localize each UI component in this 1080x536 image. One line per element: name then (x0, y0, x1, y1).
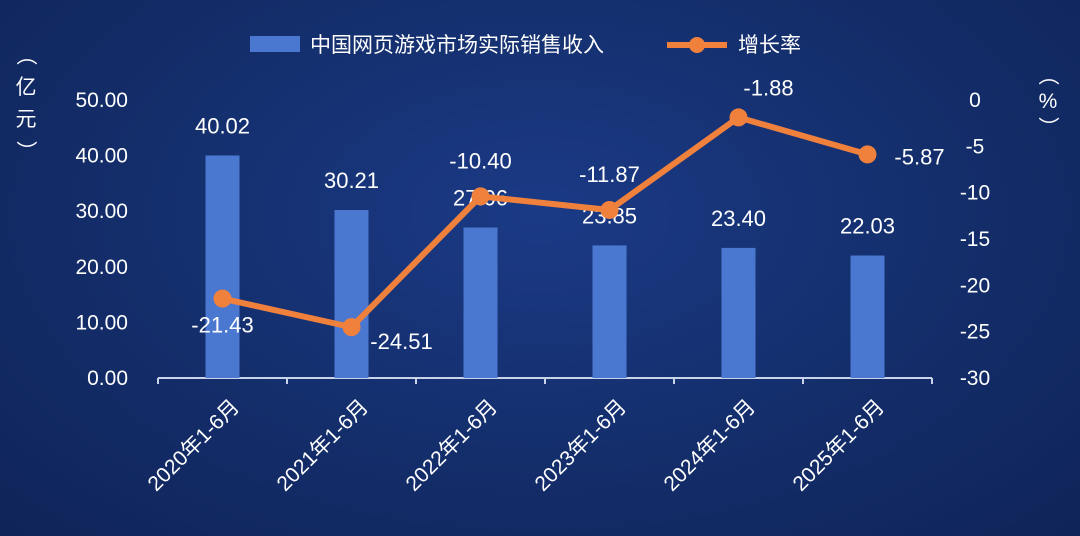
left-tick-label: 30.00 (75, 200, 128, 223)
growth-rate-label: -24.51 (370, 329, 432, 354)
left-axis-title-char: ） (14, 141, 37, 162)
category-label: 2024年1-6月 (660, 395, 760, 495)
legend-bar-label: 中国网页游戏市场实际销售收入 (310, 34, 604, 57)
growth-rate-line (221, 114, 869, 331)
revenue-bar (463, 227, 498, 378)
revenue-bar (205, 155, 240, 378)
growth-rate-point (213, 289, 232, 308)
growth-rate-label: -10.40 (449, 148, 511, 173)
right-tick-label: -20 (960, 274, 990, 297)
right-tick-label: -15 (960, 228, 990, 251)
category-label: 2025年1-6月 (789, 395, 889, 495)
category-label: 2022年1-6月 (402, 395, 502, 495)
revenue-bar-label: 22.03 (840, 214, 895, 239)
revenue-bar-label: 40.02 (195, 113, 250, 138)
category-label: 2020年1-6月 (144, 395, 244, 495)
revenue-bar (850, 255, 885, 378)
left-tick-label: 50.00 (75, 89, 128, 112)
left-tick-label: 10.00 (75, 311, 128, 334)
revenue-bar-label: 30.21 (324, 168, 379, 193)
growth-rate-point (729, 108, 748, 127)
growth-rate-point (342, 318, 361, 337)
category-label: 2021年1-6月 (273, 395, 373, 495)
right-axis-title-char: ） (1036, 117, 1059, 138)
right-tick-label: -25 (960, 321, 990, 344)
left-tick-label: 40.00 (75, 145, 128, 168)
growth-rate-label: -11.87 (579, 162, 640, 187)
left-axis-title-char: 元 (16, 108, 37, 131)
growth-rate-point (600, 200, 619, 219)
right-tick-label: -30 (960, 367, 990, 390)
growth-rate-label: -5.87 (894, 144, 944, 169)
revenue-bar (334, 210, 369, 378)
category-label: 2023年1-6月 (531, 395, 631, 495)
legend-line-marker (689, 37, 705, 53)
left-axis-title-char: 亿 (16, 76, 37, 99)
right-tick-label: 0 (969, 89, 981, 112)
left-axis-title-char: （ (14, 45, 37, 66)
revenue-bar (721, 247, 756, 378)
right-tick-label: -10 (960, 182, 990, 205)
legend-bar-swatch (250, 36, 300, 52)
growth-rate-point (858, 145, 877, 164)
legend-line-label: 增长率 (738, 34, 801, 57)
left-tick-label: 20.00 (75, 256, 128, 279)
growth-rate-label: -21.43 (191, 313, 253, 338)
right-axis-title-char: （ (1036, 65, 1059, 86)
revenue-bar (592, 245, 627, 378)
growth-rate-point (471, 187, 490, 206)
right-tick-label: -5 (966, 135, 985, 158)
left-tick-label: 0.00 (87, 367, 128, 390)
revenue-bar-label: 23.40 (711, 206, 766, 231)
right-axis-title-char: % (1039, 90, 1058, 113)
growth-rate-label: -1.88 (743, 75, 793, 100)
